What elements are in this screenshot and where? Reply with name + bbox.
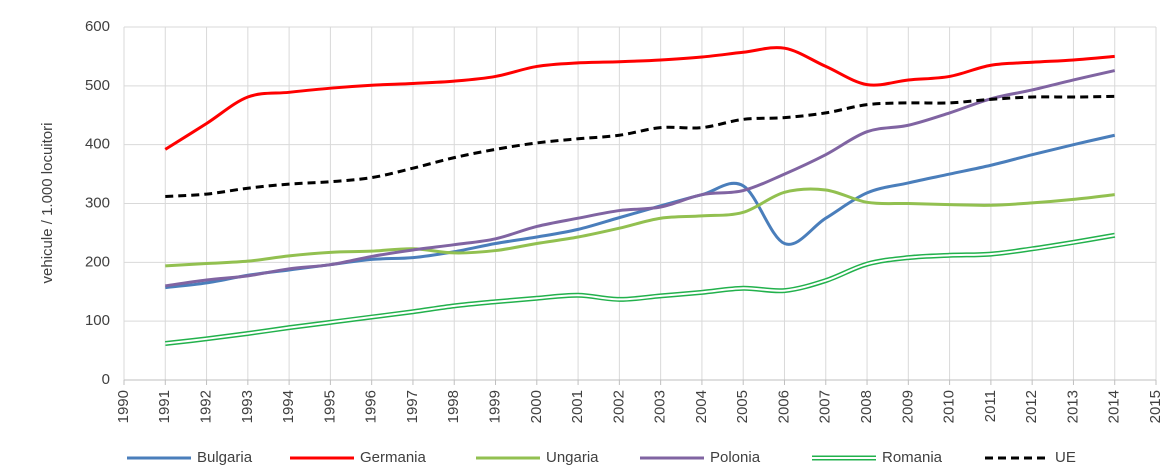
legend-label: Bulgaria: [197, 449, 253, 466]
x-tick-label: 2005: [734, 390, 751, 423]
x-tick-label: 2012: [1023, 390, 1040, 423]
x-tick-label: 2008: [858, 390, 875, 423]
x-tick-label: 2001: [569, 390, 586, 423]
x-tick-label: 2006: [775, 390, 792, 423]
legend-label: Romania: [882, 449, 943, 466]
y-tick-label: 300: [85, 194, 110, 211]
x-tick-label: 2004: [693, 390, 710, 423]
series-line-inner: [165, 234, 1115, 345]
x-tick-label: 1995: [321, 390, 338, 423]
x-tick-label: 1996: [363, 390, 380, 423]
y-tick-label: 0: [102, 371, 110, 388]
series-line: [164, 232, 1116, 347]
x-tick-label: 1991: [156, 390, 173, 423]
x-tick-label: 1997: [404, 390, 421, 423]
legend-label: Germania: [360, 449, 427, 466]
x-tick-label: 2014: [1106, 390, 1123, 423]
x-tick-label: 1999: [486, 390, 503, 423]
y-tick-label: 200: [85, 253, 110, 270]
legend-label: UE: [1055, 449, 1076, 466]
x-tick-label: 1990: [115, 390, 132, 423]
series-line: [164, 46, 1115, 151]
x-tick-label: 2010: [941, 390, 958, 423]
x-tick-label: 1992: [198, 390, 215, 423]
x-tick-label: 2009: [899, 390, 916, 423]
x-tick-label: 2015: [1147, 390, 1164, 423]
x-tick-label: 2000: [528, 390, 545, 423]
x-tick-label: 2013: [1064, 390, 1081, 423]
x-tick-label: 2011: [982, 390, 999, 422]
y-tick-label: 500: [85, 77, 110, 94]
series-line: [165, 133, 1116, 290]
series-line: [165, 187, 1115, 268]
legend-label: Ungaria: [546, 449, 599, 466]
y-tick-label: 100: [85, 312, 110, 329]
x-tick-label: 1993: [239, 390, 256, 423]
y-tick-label: 400: [85, 136, 110, 153]
series-line: [165, 94, 1115, 198]
x-tick-label: 1998: [445, 390, 462, 423]
x-tick-label: 2002: [610, 390, 627, 423]
legend-label: Polonia: [710, 449, 761, 466]
y-tick-label: 600: [85, 18, 110, 35]
x-tick-label: 2003: [652, 390, 669, 423]
series-line: [165, 69, 1116, 288]
y-axis-label: vehicule / 1.000 locuitori: [39, 123, 56, 284]
x-tick-label: 1994: [280, 390, 297, 423]
x-tick-label: 2007: [817, 390, 834, 423]
